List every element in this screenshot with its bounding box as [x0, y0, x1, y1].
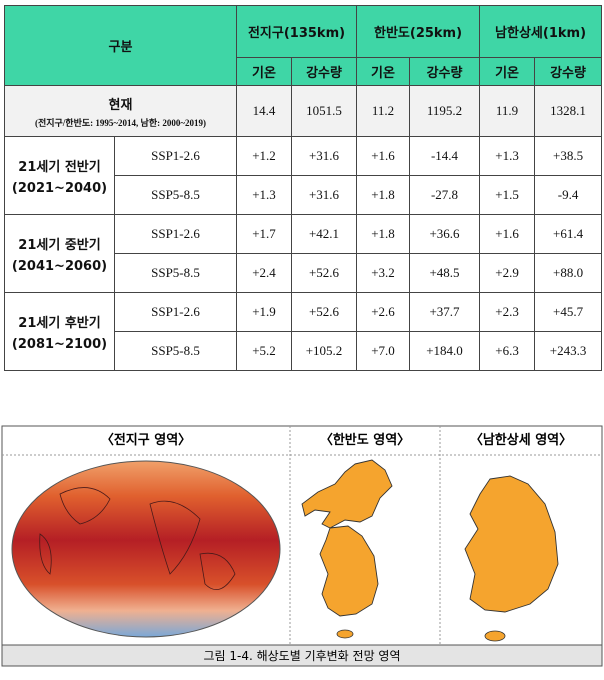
data-row: SSP5-8.5 +5.2 +105.2 +7.0 +184.0 +6.3 +243.3	[5, 331, 603, 371]
scenario-cell: SSP5-8.5	[113, 253, 238, 293]
scenario-cell: SSP1-2.6	[113, 136, 238, 176]
period-cell: 21세기 중반기 (2041~2060)	[4, 214, 115, 293]
value-cell: +184.0	[409, 331, 481, 371]
period-years: (2041~2060)	[11, 258, 108, 274]
value-cell: 14.4	[236, 85, 293, 137]
value-cell: +2.6	[356, 292, 411, 332]
value-cell: +2.9	[479, 253, 536, 293]
current-label: 현재	[108, 97, 133, 113]
caption-bar	[1, 644, 603, 667]
scenario-cell: SSP5-8.5	[113, 331, 238, 371]
current-note: (전지구/한반도: 1995~2014, 남한: 2000~2019)	[34, 117, 207, 128]
value-cell: +1.2	[236, 136, 293, 176]
value-cell: +45.7	[534, 292, 603, 332]
period-years: (2081~2100)	[11, 336, 108, 352]
value-cell: -14.4	[409, 136, 481, 176]
variable-header: 강수량	[534, 57, 603, 86]
value-cell: +1.9	[236, 292, 293, 332]
period-years: (2021~2040)	[11, 180, 108, 196]
value-cell: +1.3	[479, 136, 536, 176]
value-cell: +1.7	[236, 214, 293, 254]
variable-header: 강수량	[409, 57, 481, 86]
value-cell: -9.4	[534, 175, 603, 215]
region-header: 한반도(25km)	[356, 5, 481, 58]
figure: 〈전지구 영역〉 〈한반도 영역〉 〈남한상세 영역〉 그림 1-4. 해상도별…	[1, 425, 603, 667]
value-cell: +88.0	[534, 253, 603, 293]
value-cell: +31.6	[291, 136, 358, 176]
value-cell: +5.2	[236, 331, 293, 371]
value-cell: +243.3	[534, 331, 603, 371]
scenario-cell: SSP1-2.6	[113, 292, 238, 332]
value-cell: 11.2	[356, 85, 411, 137]
panel-label: 〈전지구 영역〉	[101, 432, 191, 448]
data-row: SSP5-8.5 +2.4 +52.6 +3.2 +48.5 +2.9 +88.0	[5, 253, 603, 293]
value-cell: 11.9	[479, 85, 536, 137]
period-label: 21세기 전반기	[18, 159, 101, 175]
scenario-cell: SSP5-8.5	[113, 175, 238, 215]
value-cell: +1.6	[479, 214, 536, 254]
data-row: 21세기 후반기 (2081~2100) SSP1-2.6 +1.9 +52.6 +2.6…	[4, 292, 603, 371]
region-header: 남한상세(1km)	[479, 5, 603, 58]
value-cell: +37.7	[409, 292, 481, 332]
value-cell: +1.8	[356, 175, 411, 215]
global-map	[11, 460, 281, 638]
data-row: SSP5-8.5 +1.3 +31.6 +1.8 -27.8 +1.5 -9.4	[5, 175, 603, 215]
period-label: 21세기 후반기	[18, 315, 101, 331]
scenario-cell: SSP1-2.6	[113, 214, 238, 254]
panel-label: 〈한반도 영역〉	[320, 432, 410, 448]
variable-row: 기온 강수량 기온 강수량 기온 강수량	[5, 57, 603, 86]
period-cell: 21세기 후반기 (2081~2100)	[4, 292, 115, 371]
value-cell: 1328.1	[534, 85, 603, 137]
variable-header: 기온	[356, 57, 411, 86]
header-row: 구분 전지구(135km) 한반도(25km) 남한상세(1km)	[3, 5, 603, 86]
variable-header: 강수량	[291, 57, 358, 86]
period-label: 21세기 중반기	[18, 237, 101, 253]
value-cell: +61.4	[534, 214, 603, 254]
value-cell: +105.2	[291, 331, 358, 371]
value-cell: +1.3	[236, 175, 293, 215]
value-cell: -27.8	[409, 175, 481, 215]
south-korea-map	[464, 475, 559, 642]
period-cell: 21세기 전반기 (2021~2040)	[4, 136, 115, 215]
value-cell: +42.1	[291, 214, 358, 254]
data-row: 21세기 중반기 (2041~2060) SSP1-2.6 +1.7 +42.1 +1.8…	[4, 214, 603, 293]
value-cell: +2.4	[236, 253, 293, 293]
current-row: 현재 (전지구/한반도: 1995~2014, 남한: 2000~2019) 14.…	[3, 85, 603, 137]
value-cell: +48.5	[409, 253, 481, 293]
value-cell: +52.6	[291, 253, 358, 293]
value-cell: +2.3	[479, 292, 536, 332]
climate-table: 구분 전지구(135km) 한반도(25km) 남한상세(1km) 기온 강수량 기온 강수량…	[3, 5, 603, 371]
value-cell: +1.6	[356, 136, 411, 176]
value-cell: +36.6	[409, 214, 481, 254]
value-cell: +3.2	[356, 253, 411, 293]
value-cell: +6.3	[479, 331, 536, 371]
value-cell: +7.0	[356, 331, 411, 371]
value-cell: +38.5	[534, 136, 603, 176]
value-cell: +1.5	[479, 175, 536, 215]
value-cell: 1051.5	[291, 85, 358, 137]
value-cell: 1195.2	[409, 85, 481, 137]
value-cell: +1.8	[356, 214, 411, 254]
current-label-cell: 현재 (전지구/한반도: 1995~2014, 남한: 2000~2019)	[3, 85, 238, 137]
data-row: 21세기 전반기 (2021~2040) SSP1-2.6 +1.2 +31.6 +1.6…	[4, 136, 603, 215]
value-cell: +52.6	[291, 292, 358, 332]
variable-header: 기온	[479, 57, 536, 86]
panel-label: 〈남한상세 영역〉	[470, 432, 572, 448]
value-cell: +31.6	[291, 175, 358, 215]
region-header: 전지구(135km)	[236, 5, 358, 58]
variable-header: 기온	[236, 57, 293, 86]
group-header: 구분	[3, 5, 238, 86]
peninsula-map	[301, 459, 393, 639]
caption: 그림 1-4. 해상도별 기후변화 전망 영역	[203, 649, 400, 663]
